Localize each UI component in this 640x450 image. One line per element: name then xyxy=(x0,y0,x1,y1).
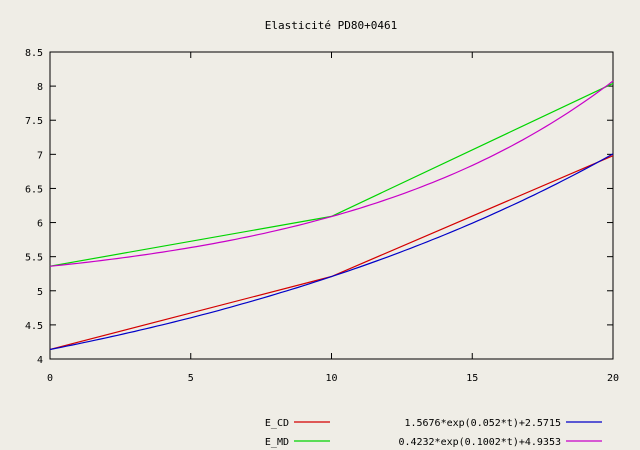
y-tick-label: 6.5 xyxy=(25,184,43,195)
x-tick-label: 0 xyxy=(47,373,53,384)
y-tick-label: 8 xyxy=(37,82,43,93)
y-tick-label: 7.5 xyxy=(25,116,43,127)
series-group xyxy=(49,80,614,351)
series-line-0 xyxy=(49,155,614,350)
y-tick-label: 6 xyxy=(37,219,43,230)
x-tick-label: 20 xyxy=(607,373,619,384)
legend-label: 1.5676*exp(0.052*t)+2.5715 xyxy=(404,418,561,429)
legend-label: E_MD xyxy=(265,437,289,448)
series-line-3 xyxy=(49,80,614,267)
x-tick-label: 5 xyxy=(188,373,194,384)
chart-title: Elasticité PD80+0461 xyxy=(265,19,397,32)
y-tick-label: 5.5 xyxy=(25,253,43,264)
series-line-2 xyxy=(49,153,614,351)
legend-label: E_CD xyxy=(265,418,289,429)
axis-ticks: 0 5 10 15 20 4 4.5 5 5.5 6 6.5 7 7.5 8 8.5 xyxy=(25,48,619,384)
plot-frame xyxy=(49,51,614,360)
y-tick-label: 4 xyxy=(37,355,43,366)
y-tick-label: 8.5 xyxy=(25,48,43,59)
x-tick-label: 15 xyxy=(466,373,478,384)
x-tick-label: 10 xyxy=(325,373,337,384)
legend: E_CD E_MD 1.5676*exp(0.052*t)+2.5715 0.4232… xyxy=(265,418,602,448)
legend-label: 0.4232*exp(0.1002*t)+4.9353 xyxy=(398,437,561,448)
y-tick-label: 7 xyxy=(37,150,43,161)
series-line-1 xyxy=(49,82,614,267)
y-tick-label: 4.5 xyxy=(25,321,43,332)
y-tick-label: 5 xyxy=(37,287,43,298)
